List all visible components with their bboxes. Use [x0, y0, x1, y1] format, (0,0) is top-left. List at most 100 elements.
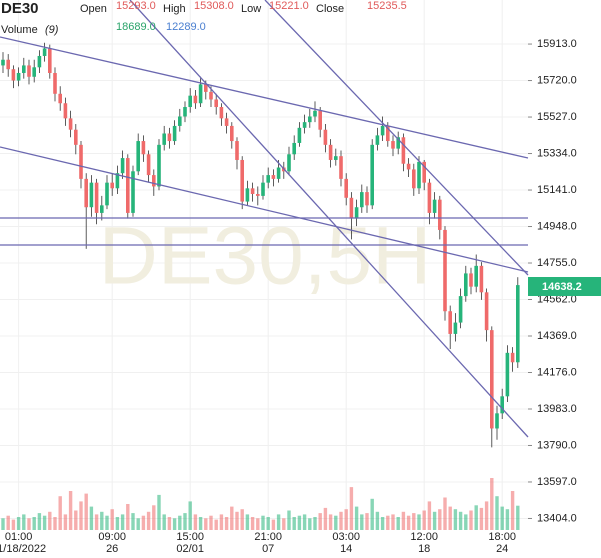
- volume-bar: [386, 515, 390, 530]
- volume-bar: [63, 514, 68, 530]
- last-price-box: [528, 277, 601, 296]
- candle-body: [152, 175, 156, 187]
- volume-bar: [370, 498, 374, 530]
- candle-body: [422, 161, 426, 183]
- candle-body: [495, 413, 499, 429]
- candle-body: [120, 158, 125, 174]
- volume-bar: [188, 501, 192, 530]
- volume-bar: [292, 517, 296, 530]
- volume-bar: [235, 511, 239, 530]
- candle-body: [58, 93, 62, 104]
- candle-body: [479, 265, 484, 293]
- candle-body: [16, 72, 21, 81]
- candle-body: [162, 133, 166, 145]
- volume-bar: [510, 491, 515, 530]
- volume-bar: [302, 514, 307, 530]
- candle-body: [360, 192, 364, 208]
- volume-bar: [396, 517, 400, 530]
- volume-bar: [214, 519, 218, 530]
- volume-bar: [1, 518, 5, 530]
- candle-body: [53, 72, 57, 94]
- candle-body: [79, 144, 83, 179]
- trend-line: [264, 0, 529, 276]
- high-value: 15308.0: [194, 0, 234, 12]
- candle-body: [313, 110, 317, 117]
- candle-body: [240, 159, 244, 202]
- low-label: Low: [241, 3, 261, 15]
- volume-bar: [100, 511, 104, 530]
- open-label: Open: [80, 3, 107, 15]
- x-tick-label: 03:00 14: [332, 531, 360, 555]
- watermark: DE30,5H: [99, 211, 432, 302]
- volume-bar: [183, 513, 187, 530]
- volume-bar: [22, 514, 26, 530]
- volume-bar: [354, 506, 359, 530]
- volume-bar: [271, 519, 276, 530]
- y-tick-label: 15141.0: [537, 184, 577, 196]
- candle-body: [89, 182, 94, 208]
- volume-bar: [448, 506, 452, 530]
- volume-bar: [250, 517, 255, 530]
- candle-body: [516, 285, 520, 363]
- volume-bar: [334, 515, 338, 530]
- candle-body: [401, 137, 406, 164]
- volume-bar: [48, 511, 52, 530]
- candle-body: [339, 156, 343, 179]
- volume-bar: [323, 507, 328, 530]
- volume-label: Volume: [1, 24, 38, 36]
- candle-body: [48, 48, 52, 73]
- y-tick-label: 14562.0: [537, 293, 577, 305]
- volume-bar: [282, 518, 286, 530]
- volume-bar: [318, 513, 322, 530]
- candle-body: [172, 125, 177, 142]
- volume-bar: [245, 514, 250, 530]
- candle-body: [214, 99, 218, 108]
- volume-bar: [204, 518, 208, 530]
- candle-body: [1, 59, 5, 66]
- candle-body: [146, 154, 151, 176]
- volume-bar: [172, 518, 177, 530]
- candle-body: [375, 135, 380, 145]
- candle-body: [131, 171, 135, 213]
- candle-body: [68, 118, 73, 130]
- y-tick-label: 13597.0: [537, 476, 577, 488]
- candle-body: [391, 141, 395, 149]
- candle-body: [256, 193, 260, 196]
- volume-bar: [375, 511, 380, 530]
- candle-body: [178, 116, 182, 126]
- candle-body: [464, 273, 468, 297]
- volume-value: 18689.0: [116, 21, 156, 33]
- volume-ma-value: 12289.0: [166, 21, 206, 33]
- volume-bar: [256, 518, 260, 530]
- volume-bar: [443, 497, 447, 530]
- candle-body: [110, 182, 114, 189]
- candle-body: [302, 122, 307, 128]
- volume-bar: [313, 517, 317, 530]
- candle-body: [427, 182, 432, 213]
- candle-body: [235, 141, 239, 160]
- volume-bar: [308, 518, 312, 530]
- volume-bar: [198, 517, 203, 530]
- candle-body: [396, 137, 400, 149]
- volume-period: (9): [45, 24, 59, 36]
- candle-body: [448, 311, 452, 334]
- x-tick-label: 12:00 18: [410, 531, 438, 555]
- candle-body: [230, 125, 234, 142]
- volume-bar: [479, 507, 484, 530]
- x-tick-label: 21:00 07: [254, 531, 282, 555]
- volume-bar: [193, 514, 198, 530]
- volume-bar: [339, 511, 343, 530]
- volume-bar: [42, 515, 47, 530]
- candle-body: [84, 178, 88, 208]
- candle-body: [500, 396, 504, 414]
- volume-bar: [261, 515, 265, 530]
- volume-bar: [287, 510, 291, 530]
- candle-body: [458, 296, 463, 323]
- candle-body: [484, 292, 489, 331]
- candle-body: [245, 188, 250, 202]
- last-price-label: 14638.2: [542, 281, 582, 293]
- open-value: 15293.0: [116, 0, 156, 12]
- volume-bar: [495, 496, 499, 530]
